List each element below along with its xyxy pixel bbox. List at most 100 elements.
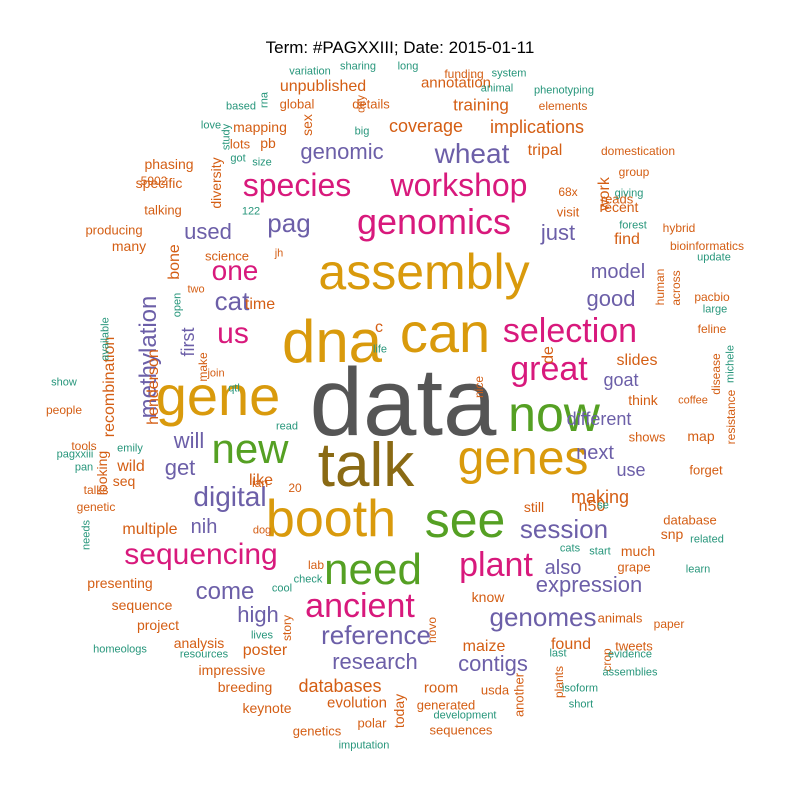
word-new: new [211,425,289,472]
word-genomic: genomic [300,139,384,164]
word-funding: funding [444,67,484,81]
word-come: come [195,578,255,605]
word-assemblies: assemblies [602,666,658,679]
word-5902: 5902 [140,174,168,188]
word-hybrid: hybrid [662,221,696,235]
word-imputation: imputation [338,739,390,752]
word-forest: forest [619,219,647,232]
word-development: development [433,709,497,722]
word-species: species [242,167,352,203]
word-poster: poster [242,642,288,659]
word-related: related [690,533,724,546]
word-mapping: mapping [233,119,287,135]
word-animals: animals [597,610,643,626]
word-session: session [519,514,609,544]
word-68x: 68x [558,185,578,199]
word-check: check [293,573,323,586]
word-domestication: domestication [600,144,676,158]
word-room: room [423,679,459,697]
word-many: many [111,238,147,254]
word-tools: tools [71,439,97,453]
word-feline: feline [697,322,727,336]
word-database: database [663,512,717,528]
word-project: project [136,617,180,633]
word-resistance: resistance [724,389,738,445]
word-recent: recent [599,199,639,215]
word-global: global [279,96,315,112]
word-based: based [226,100,256,113]
word-impressive: impressive [198,662,266,678]
word-lab: lab [307,558,325,572]
word-wheat: wheat [434,138,510,169]
word-available: available [99,317,112,361]
word-genes: genes [457,432,589,485]
word-paper: paper [653,617,685,631]
word-join: join [207,367,225,380]
word-cool: cool [271,582,293,595]
word-implications: implications [489,117,585,137]
word-tweets: tweets [615,638,653,654]
word-variation: variation [289,65,331,78]
word-use: use [616,460,646,480]
word-workshop: workshop [390,167,528,203]
word-story: story [280,614,294,642]
word-short: short [568,698,594,711]
word-emily: emily [117,442,143,455]
word-talks: talks [83,483,109,497]
word-nice: nice [472,375,486,399]
word-plant: plant [459,546,533,584]
word-now: now [508,386,600,442]
word-different: different [566,409,632,429]
word-lives: lives [250,629,274,642]
word-disease: disease [709,353,723,395]
word-know: know [471,589,505,605]
word-analysis: analysis [173,635,225,651]
word-n50: n50 [578,498,606,515]
word-long: long [397,60,419,73]
word-goat: goat [603,370,639,390]
word-giving: giving [614,187,644,200]
word-jh: jh [274,247,284,260]
word-coffee: coffee [678,394,708,407]
word-122: 122 [241,205,261,218]
word-human: human [653,268,667,306]
word-specific: specific [135,175,183,191]
word-databases: databases [298,676,382,696]
word-grape: grape [617,559,651,575]
word-high: high [237,602,279,627]
word-making: making [570,487,630,507]
word-novo: novo [425,616,439,644]
word-also: also [544,557,582,579]
word-cats: cats [559,542,581,555]
word-need: need [324,545,422,594]
word-coverage: coverage [388,116,464,136]
word-rna: rna [258,92,271,108]
word-size: size [252,156,272,169]
word-sequences: sequences [429,722,493,738]
word-maize: maize [462,638,506,655]
word-elements: elements [538,99,588,113]
word-producing: producing [85,222,143,238]
word-talk: talk [317,431,415,500]
word-details: details [352,96,390,112]
word-read: read [275,420,299,433]
word-c: c [375,319,383,336]
word-dna: dna [281,308,383,375]
word-sharing: sharing [339,60,377,73]
word-seq: seq [112,473,136,489]
word-resources: resources [179,648,229,661]
word-booth: booth [265,490,397,548]
word-found: found [550,636,592,653]
word-reads: reads [600,191,634,207]
word-great: great [510,350,588,388]
word-reference: reference [321,620,431,650]
word-de: de [540,346,557,364]
word-forget: forget [689,462,723,478]
word-time: time [244,296,276,313]
word-one: one [211,255,259,286]
word-unpublished: unpublished [279,78,367,95]
word-visit: visit [556,204,580,220]
word-breeding: breeding [217,679,273,695]
word-keynote: keynote [242,700,292,716]
word-sequence: sequence [111,597,173,613]
